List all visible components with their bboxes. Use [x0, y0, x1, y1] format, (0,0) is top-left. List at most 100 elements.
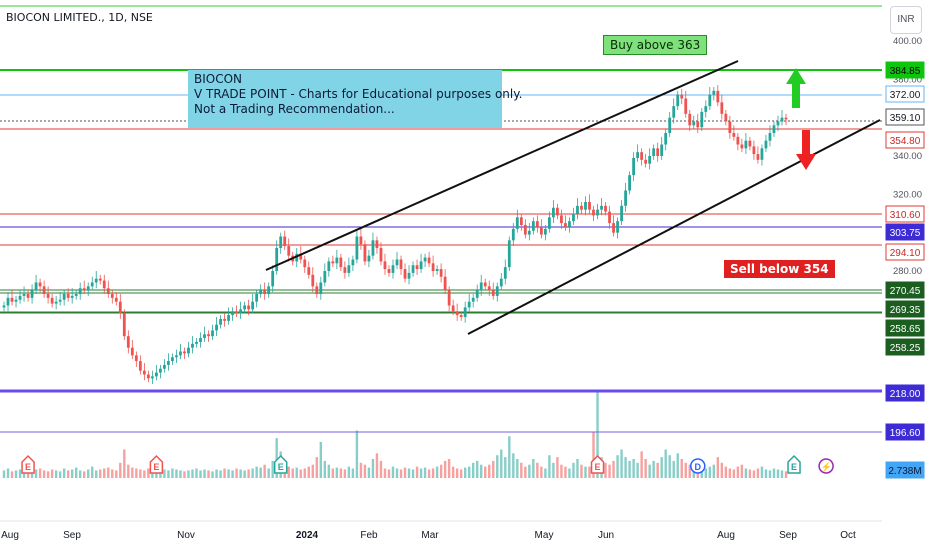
price-label-box — [885, 243, 925, 261]
candle-body — [648, 156, 652, 164]
candle-body — [263, 290, 267, 294]
volume-bar — [163, 469, 166, 478]
volume-bar — [676, 453, 679, 478]
x-tick-label: Sep — [779, 530, 797, 541]
event-marker-label: E — [595, 462, 601, 472]
candle-body — [644, 159, 648, 164]
volume-bar — [568, 468, 571, 478]
candle-body — [82, 288, 86, 291]
price-label-359-10: 359.10 — [885, 108, 925, 126]
volume-bar — [327, 464, 331, 478]
candle-body — [215, 324, 218, 331]
x-tick-label: Feb — [360, 530, 378, 541]
volume-bar — [295, 467, 298, 478]
price-label-box — [885, 300, 925, 318]
currency-selector[interactable]: INR — [890, 6, 922, 34]
candle-body — [564, 223, 567, 227]
volume-bar — [576, 459, 579, 478]
volume-bar — [496, 455, 499, 478]
volume-bar — [748, 469, 752, 478]
candle-body — [375, 240, 379, 248]
volume-bar — [307, 466, 310, 478]
volume-bar — [26, 470, 30, 478]
candle-body — [2, 305, 6, 308]
volume-bar — [247, 469, 250, 478]
volume-bar — [139, 469, 142, 478]
volume-bar — [275, 438, 278, 478]
price-label-text: 196.60 — [890, 428, 921, 439]
volume-bar — [147, 468, 150, 478]
volume-bar — [760, 466, 764, 478]
volume-bar — [127, 464, 130, 478]
candle-body — [660, 144, 664, 156]
candle-body — [247, 305, 251, 310]
x-tick-label: Sep — [63, 530, 81, 541]
volume-bar — [720, 462, 724, 478]
price-label-294-10: 294.10 — [885, 243, 925, 261]
volume-bar — [303, 468, 306, 478]
earnings-marker-icon — [590, 454, 605, 474]
price-label-text: 270.45 — [890, 286, 921, 297]
volume-bar — [492, 460, 495, 478]
volume-bar — [359, 462, 363, 478]
event-marker-label: D — [695, 462, 702, 472]
candle-body — [26, 294, 30, 298]
volume-bar — [572, 462, 575, 478]
price-label-text: 372.00 — [890, 90, 921, 101]
candle-body — [223, 318, 226, 321]
candle-body — [38, 282, 42, 287]
volume-bar — [451, 466, 455, 478]
price-label-354-80: 354.80 — [885, 131, 925, 149]
candle-body — [455, 311, 459, 316]
volume-bar — [508, 436, 511, 478]
candle-body — [219, 318, 222, 325]
candle-body — [527, 230, 531, 235]
buy-label: Buy above 363 — [603, 35, 708, 55]
volume-bar — [271, 460, 274, 478]
candle-body — [167, 361, 170, 365]
volume-bar — [123, 449, 126, 478]
volume-bar — [608, 464, 611, 478]
event-marker-label: E — [153, 462, 159, 472]
volume-bar — [732, 469, 736, 478]
candle-body — [138, 361, 142, 371]
candle-body — [600, 205, 603, 210]
volume-bar — [584, 466, 587, 478]
candle-body — [311, 274, 315, 287]
candle-body — [624, 190, 627, 206]
volume-bar — [34, 469, 38, 478]
candle-body — [130, 347, 134, 356]
volume-bar — [540, 466, 543, 478]
candle-body — [195, 341, 198, 344]
candle-body — [235, 311, 238, 314]
volume-bar — [6, 468, 10, 478]
volume-bar — [467, 466, 471, 478]
volume-bar — [740, 464, 744, 478]
price-label-text: 269.35 — [890, 305, 921, 316]
event-marker-label: E — [25, 462, 31, 472]
event-marker-icon — [818, 458, 834, 474]
candle-body — [154, 372, 158, 377]
candle-body — [604, 205, 607, 212]
candle-body — [175, 355, 178, 358]
candle-body — [383, 261, 387, 270]
candle-body — [495, 286, 499, 296]
volume-bar — [215, 469, 218, 478]
volume-bar — [263, 464, 266, 478]
volume-bar — [484, 466, 487, 478]
candle-body — [363, 244, 367, 262]
volume-bar — [708, 466, 712, 478]
volume-bar — [447, 459, 451, 478]
volume-bar — [556, 457, 559, 478]
candle-body — [652, 148, 656, 156]
price-label-270-45: 270.45 — [885, 281, 925, 299]
price-label-text: 258.65 — [890, 324, 921, 335]
price-label-box — [885, 85, 925, 103]
candle-body — [319, 282, 323, 294]
volume-bar — [54, 470, 58, 478]
price-label-310-60: 310.60 — [885, 205, 925, 223]
earnings-marker-icon — [787, 454, 801, 474]
candle-body — [740, 144, 744, 149]
candle-body — [632, 157, 636, 176]
